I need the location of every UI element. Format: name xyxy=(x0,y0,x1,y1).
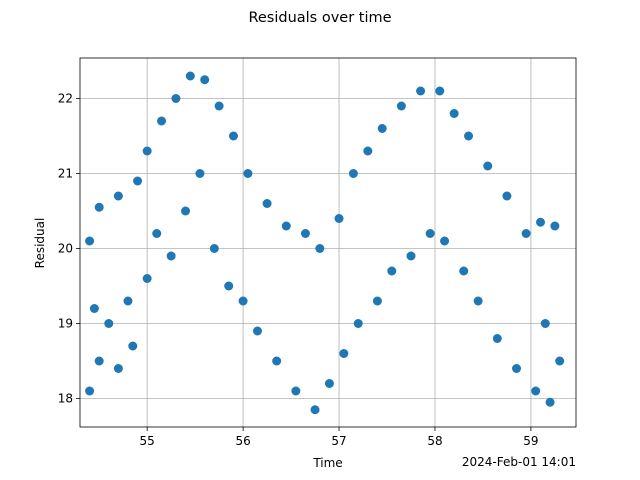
data-point xyxy=(214,101,224,111)
data-point xyxy=(425,229,435,238)
data-point xyxy=(185,71,195,81)
data-point xyxy=(291,386,301,396)
x-tick-label: 57 xyxy=(331,434,346,448)
data-point xyxy=(464,131,474,141)
chart-title: Residuals over time xyxy=(248,10,391,26)
data-point xyxy=(181,206,191,216)
y-tick-label: 20 xyxy=(58,242,73,256)
data-point xyxy=(133,176,143,186)
data-point xyxy=(416,86,426,96)
data-point xyxy=(89,304,99,313)
x-tick-label: 59 xyxy=(523,434,538,448)
data-point xyxy=(94,356,104,366)
data-point xyxy=(521,229,531,238)
data-point xyxy=(243,169,253,178)
data-points xyxy=(85,71,565,415)
x-axis-offset-label: 2024-Feb-01 14:01 xyxy=(462,455,576,469)
data-point xyxy=(157,116,167,126)
data-point xyxy=(142,146,152,156)
data-point xyxy=(272,356,282,366)
data-point xyxy=(334,214,344,223)
data-point xyxy=(363,146,373,156)
data-point xyxy=(152,229,162,238)
data-point xyxy=(502,191,512,201)
data-point xyxy=(512,364,522,373)
y-tick-label: 19 xyxy=(58,317,73,331)
data-point xyxy=(142,274,152,283)
x-tick-label: 58 xyxy=(427,434,442,448)
data-point xyxy=(252,326,262,336)
data-point xyxy=(310,405,320,415)
data-point xyxy=(540,319,550,328)
data-point xyxy=(473,296,483,306)
data-point xyxy=(396,101,406,111)
data-point xyxy=(224,281,234,291)
data-point xyxy=(195,169,205,178)
data-point xyxy=(281,221,291,231)
data-point xyxy=(406,251,416,261)
y-tick-label: 18 xyxy=(58,392,73,406)
y-tick-label: 22 xyxy=(58,92,73,106)
data-point xyxy=(315,244,325,253)
data-point xyxy=(238,296,248,306)
data-point xyxy=(459,266,469,276)
data-point xyxy=(171,94,181,103)
data-point xyxy=(550,221,560,231)
data-point xyxy=(200,75,210,85)
x-tick-label: 55 xyxy=(140,434,155,448)
data-point xyxy=(113,191,123,201)
y-axis-label: Residual xyxy=(33,218,47,269)
data-point xyxy=(166,251,176,261)
y-tick-label: 21 xyxy=(58,167,73,181)
data-point xyxy=(555,356,565,366)
data-point xyxy=(353,319,363,328)
data-point xyxy=(492,334,502,343)
data-point xyxy=(128,341,138,351)
data-point xyxy=(85,236,95,246)
data-point xyxy=(300,229,310,238)
data-point xyxy=(229,131,239,141)
data-point xyxy=(262,199,272,208)
data-point xyxy=(440,236,450,246)
data-point xyxy=(339,349,349,358)
data-point xyxy=(536,217,546,227)
data-point xyxy=(113,364,123,373)
data-point xyxy=(123,296,133,306)
data-point xyxy=(435,86,445,96)
plot-frame xyxy=(79,57,577,428)
x-tick-label: 56 xyxy=(235,434,250,448)
data-point xyxy=(545,397,555,407)
data-point xyxy=(348,169,358,178)
data-point xyxy=(85,386,95,396)
data-point xyxy=(449,109,459,118)
data-point xyxy=(531,386,541,396)
x-axis-ticks: 55 56 57 58 59 xyxy=(140,427,539,448)
data-point xyxy=(94,202,104,212)
data-point xyxy=(483,161,493,171)
x-axis-label: Time xyxy=(312,456,342,470)
y-axis-ticks: 18 19 20 21 22 xyxy=(58,92,80,406)
data-point xyxy=(209,244,219,253)
data-point xyxy=(377,124,387,133)
data-point xyxy=(324,379,334,388)
data-point xyxy=(372,296,382,306)
data-point xyxy=(104,319,114,328)
data-point xyxy=(387,266,397,276)
grid xyxy=(80,58,576,427)
